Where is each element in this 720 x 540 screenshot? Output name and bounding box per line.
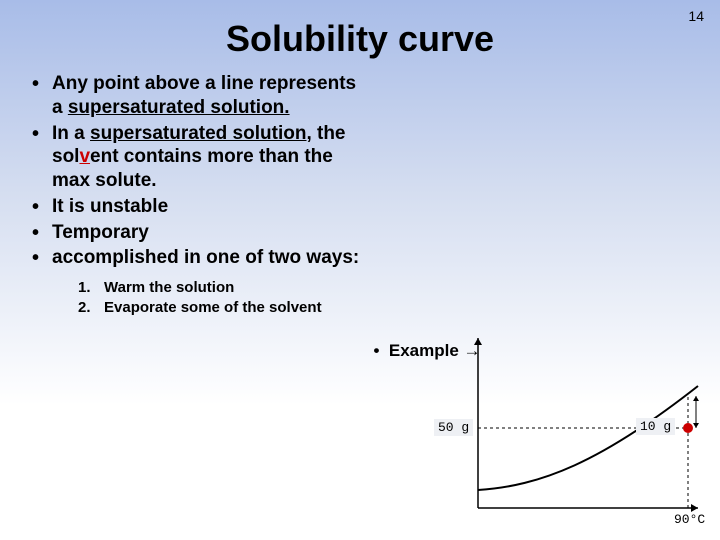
bullet-item: accomplished in one of two ways: xyxy=(24,246,364,270)
underlined-term: supersaturated solution, xyxy=(90,123,312,144)
data-point-dot xyxy=(683,423,693,433)
sub-item: Evaporate some of the solvent xyxy=(78,298,710,318)
bullet-text: In a xyxy=(52,123,90,144)
bullet-text: ent contains more than the max solute. xyxy=(52,146,333,191)
page-number: 14 xyxy=(688,8,704,24)
sub-item: Warm the solution xyxy=(78,278,710,298)
y-value-label: 50 g xyxy=(434,419,473,436)
slide-title: Solubility curve xyxy=(0,0,720,72)
bullet-list: Any point above a line represents a supe… xyxy=(24,72,710,270)
bullet-item: Temporary xyxy=(24,221,364,245)
y-axis-arrow-icon xyxy=(474,338,482,345)
numbered-sublist: Warm the solution Evaporate some of the … xyxy=(78,278,710,319)
bullet-item: It is unstable xyxy=(24,195,364,219)
bullet-item: Any point above a line represents a supe… xyxy=(24,72,364,120)
bullet-item: In a supersaturated solution, the solven… xyxy=(24,122,364,193)
x-axis-arrow-icon xyxy=(691,504,698,512)
red-v: v xyxy=(79,146,90,167)
gap-value-label: 10 g xyxy=(636,418,675,435)
solubility-curve xyxy=(478,386,698,490)
solubility-chart: 50 g 10 g 90°C xyxy=(430,318,710,528)
gap-arrow-down-icon xyxy=(693,423,699,428)
underlined-term: supersaturated solution. xyxy=(68,97,290,118)
gap-arrow-up-icon xyxy=(693,396,699,401)
x-tick-label: 90°C xyxy=(674,512,705,527)
